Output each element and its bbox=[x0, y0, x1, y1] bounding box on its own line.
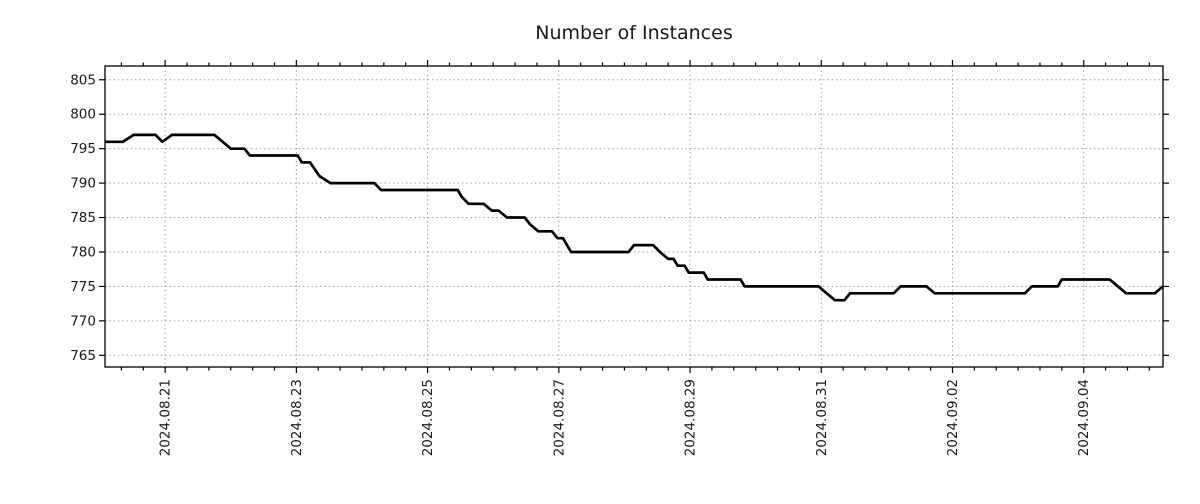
series-layer bbox=[105, 133, 1164, 302]
y-tick-label: 765 bbox=[70, 348, 96, 364]
y-tick-label: 770 bbox=[70, 313, 96, 329]
x-tick-label: 2024.08.29 bbox=[683, 379, 699, 456]
x-tick-label: 2024.09.02 bbox=[945, 379, 961, 456]
x-tick-label: 2024.08.23 bbox=[289, 379, 305, 456]
y-tick-label: 785 bbox=[70, 210, 96, 226]
y-tick-label: 780 bbox=[70, 244, 96, 260]
x-tick-label: 2024.08.27 bbox=[551, 379, 567, 456]
x-tick-label: 2024.08.31 bbox=[814, 379, 830, 456]
x-tick-label: 2024.09.04 bbox=[1076, 379, 1092, 456]
y-tick-label: 795 bbox=[70, 141, 96, 157]
y-tick-label: 805 bbox=[70, 72, 96, 88]
x-tick-labels: 2024.08.21 2024.08.23 2024.08.25 2024.08.27… bbox=[158, 379, 1093, 456]
grid-layer bbox=[105, 66, 1163, 367]
y-tick-label: 775 bbox=[70, 279, 96, 295]
plot-frame bbox=[104, 65, 1164, 368]
data-line bbox=[105, 133, 1164, 302]
x-tick-label: 2024.08.25 bbox=[420, 379, 436, 456]
y-tick-label: 790 bbox=[70, 176, 96, 192]
tick-layer bbox=[99, 60, 1169, 373]
x-tick-label: 2024.08.21 bbox=[158, 379, 174, 456]
chart-title: Number of Instances bbox=[535, 22, 732, 44]
y-tick-labels: 765 770 775 780 785 790 795 800 805 bbox=[70, 72, 96, 364]
y-tick-label: 800 bbox=[70, 107, 96, 123]
